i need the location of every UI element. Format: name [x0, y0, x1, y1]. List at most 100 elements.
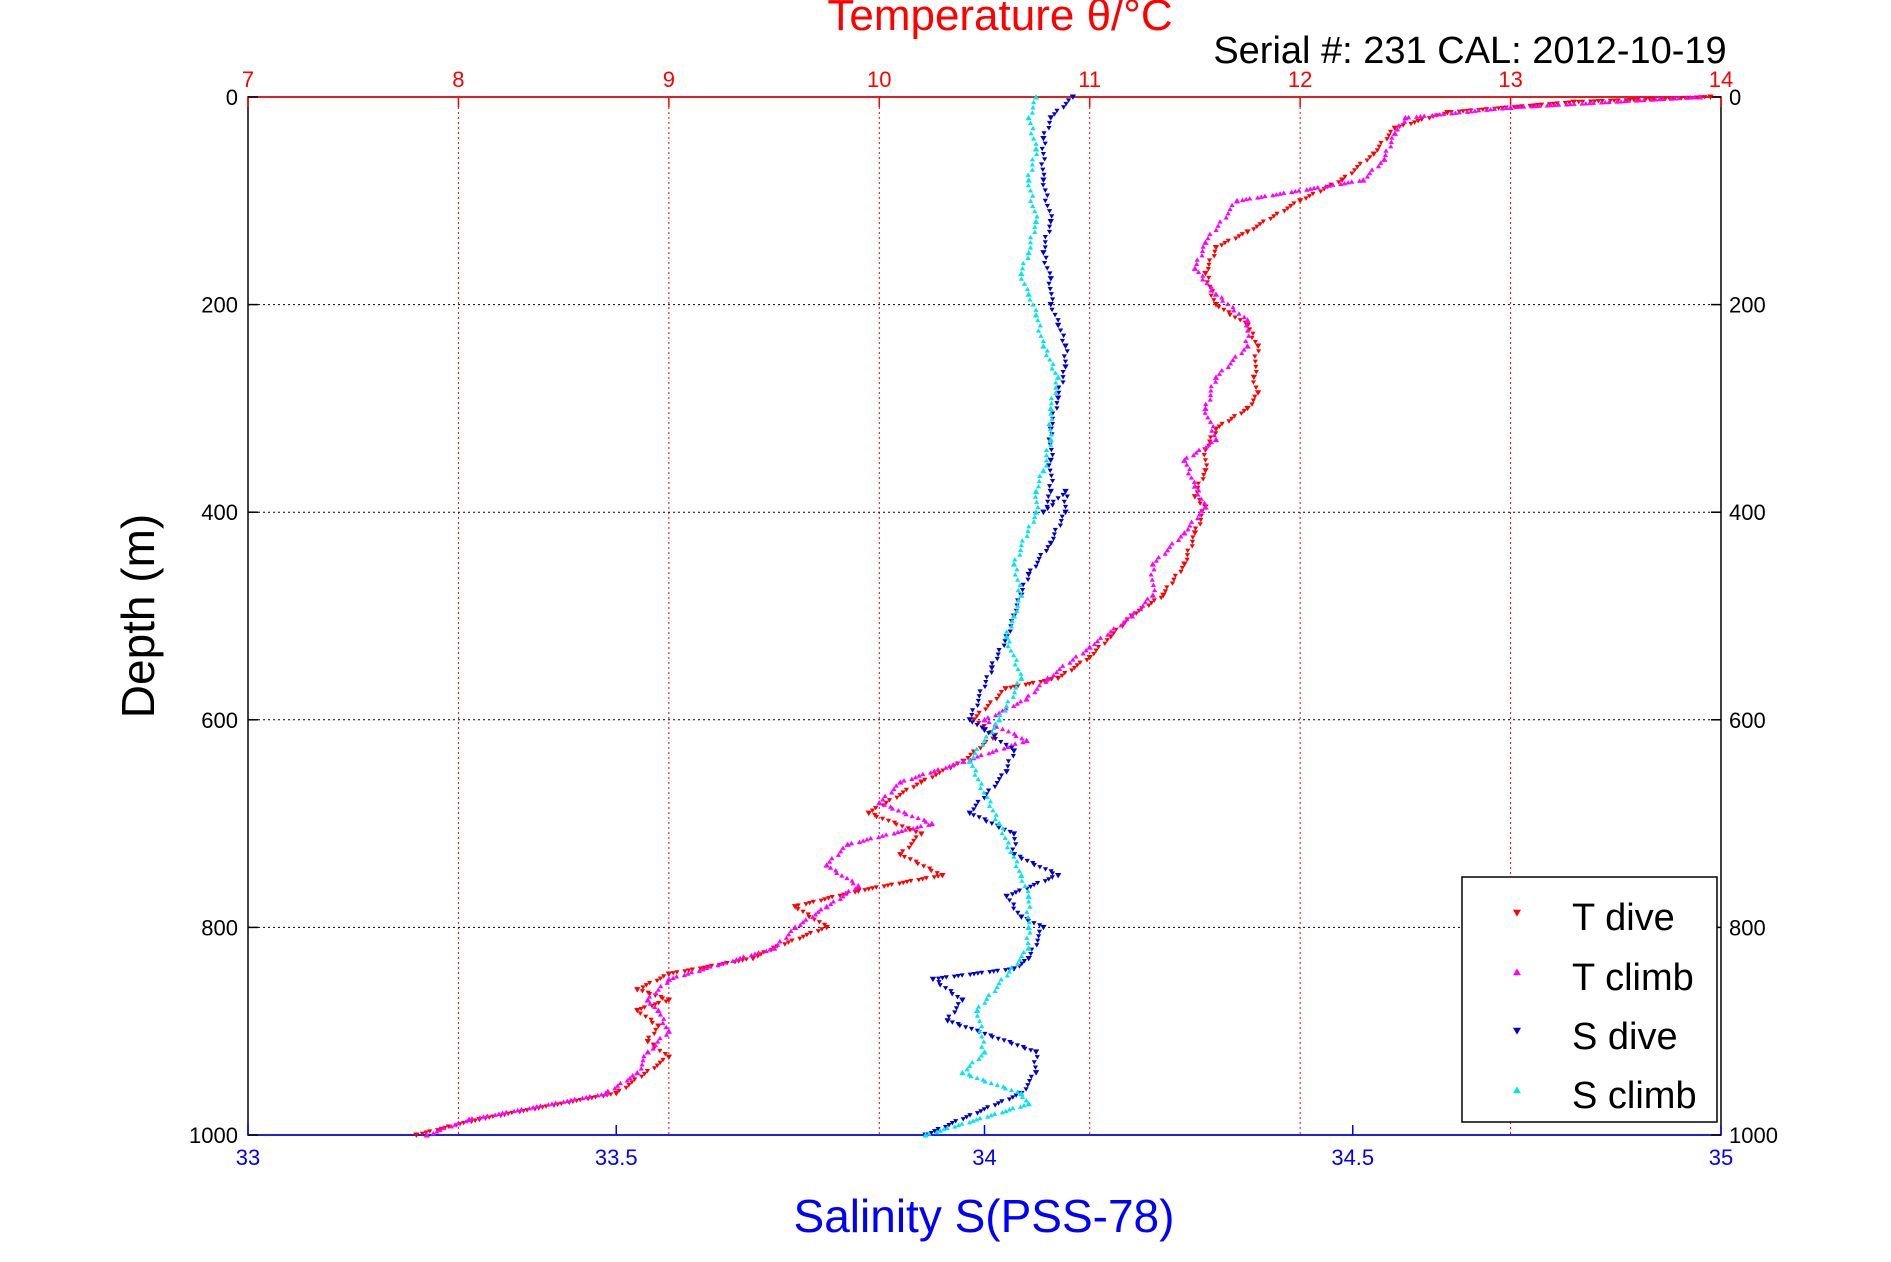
- trail-point-t-dive: [913, 830, 919, 835]
- trail-point-s-dive: [995, 652, 1001, 657]
- trail-point-s-climb: [1000, 825, 1006, 831]
- trail-point-s-dive: [987, 970, 993, 975]
- trail-point-t-dive: [1222, 240, 1228, 246]
- trail-point-s-climb: [1025, 914, 1031, 920]
- data-point-s-climb: [1054, 374, 1062, 380]
- trail-point-s-dive: [928, 1130, 934, 1136]
- trail-point-t-dive: [1178, 569, 1184, 575]
- trail-point-s-dive: [1045, 545, 1051, 550]
- trail-point-t-climb: [653, 990, 659, 996]
- trail-point-s-climb: [977, 1115, 983, 1121]
- trail-point-s-climb: [1027, 188, 1034, 193]
- trail-point-s-climb: [1035, 328, 1042, 333]
- trail-point-t-climb: [1043, 679, 1049, 684]
- trail-point-t-dive: [893, 822, 899, 827]
- data-point-t-dive: [644, 1039, 652, 1045]
- data-point-s-dive: [1047, 540, 1054, 547]
- trail-point-t-dive: [1631, 97, 1637, 103]
- trail-point-t-climb: [1080, 651, 1086, 656]
- trail-point-t-climb: [1656, 96, 1663, 102]
- trail-point-t-climb: [1194, 257, 1200, 262]
- trail-point-s-climb: [1027, 245, 1034, 250]
- trail-point-t-dive: [1254, 224, 1260, 230]
- trail-point-t-climb: [1621, 98, 1628, 104]
- trail-point-t-climb: [430, 1130, 436, 1136]
- trail-point-t-dive: [1268, 216, 1274, 222]
- x-axis-label: Salinity S(PSS-78): [794, 1190, 1175, 1242]
- trail-point-s-climb: [968, 1073, 974, 1079]
- trail-point-t-climb: [630, 1072, 636, 1078]
- trail-point-s-dive: [982, 684, 988, 690]
- trail-point-t-dive: [915, 861, 921, 867]
- trail-point-s-climb: [1025, 182, 1032, 188]
- trail-point-t-dive: [782, 942, 788, 947]
- data-point-s-dive: [1040, 177, 1047, 183]
- trail-point-t-dive: [1225, 238, 1231, 244]
- trail-point-t-dive: [1386, 133, 1392, 138]
- trail-point-t-dive: [1204, 463, 1210, 468]
- trail-point-s-dive: [1057, 328, 1064, 333]
- data-point-t-dive: [1254, 343, 1262, 349]
- trail-point-t-climb: [1060, 663, 1066, 668]
- trail-point-s-dive: [1036, 929, 1043, 935]
- trail-point-t-climb: [1341, 180, 1348, 186]
- trail-point-t-climb: [1653, 97, 1659, 102]
- trail-point-t-dive: [900, 849, 906, 854]
- trail-point-s-climb: [1011, 689, 1018, 695]
- data-point-s-dive: [1018, 914, 1025, 920]
- trail-point-s-climb: [1011, 854, 1017, 859]
- trail-point-t-climb: [1215, 223, 1221, 228]
- trail-point-s-dive: [1031, 921, 1037, 926]
- trail-point-t-dive: [985, 703, 991, 709]
- trail-point-t-climb: [1456, 109, 1462, 115]
- data-point-t-dive: [791, 904, 799, 910]
- trail-point-t-dive: [1250, 380, 1257, 385]
- trail-point-s-climb: [1010, 1105, 1016, 1111]
- trail-point-t-climb: [579, 1095, 586, 1101]
- trail-point-t-climb: [1223, 215, 1229, 220]
- trail-point-t-climb: [1105, 632, 1111, 637]
- right-tick-label: 600: [1729, 708, 1766, 733]
- trail-point-t-climb: [1296, 188, 1302, 193]
- trail-point-t-climb: [1199, 248, 1206, 254]
- trail-point-s-dive: [1014, 1043, 1021, 1048]
- series-s-dive: [922, 94, 1077, 1138]
- trail-point-t-climb: [660, 1020, 666, 1025]
- trail-point-t-climb: [1521, 104, 1527, 109]
- trail-point-t-climb: [891, 831, 897, 836]
- trail-point-s-dive: [1008, 1041, 1015, 1047]
- trail-point-s-climb: [1043, 352, 1050, 358]
- trail-point-t-dive: [965, 755, 971, 761]
- trail-point-s-climb: [1030, 203, 1036, 209]
- trail-point-t-dive: [644, 1069, 651, 1074]
- trail-point-t-dive: [795, 907, 801, 912]
- trail-point-t-climb: [916, 773, 922, 778]
- trail-point-t-dive: [901, 854, 908, 860]
- trail-point-t-climb: [1587, 100, 1593, 106]
- trail-point-t-climb: [1375, 163, 1382, 169]
- trail-point-s-climb: [1003, 1108, 1009, 1114]
- trail-point-s-climb: [986, 992, 992, 997]
- trail-point-t-dive: [1226, 419, 1232, 424]
- trail-point-t-dive: [1185, 548, 1191, 554]
- trail-point-s-dive: [973, 803, 979, 809]
- trail-point-t-dive: [1077, 660, 1083, 666]
- trail-point-t-dive: [1201, 472, 1207, 478]
- trail-point-t-dive: [819, 927, 825, 932]
- trail-point-s-dive: [1026, 1078, 1033, 1084]
- trail-point-s-climb: [1049, 416, 1055, 421]
- trail-point-s-dive: [982, 1031, 988, 1037]
- trail-point-t-climb: [1000, 726, 1006, 732]
- trail-point-t-dive: [1576, 99, 1582, 105]
- trail-point-s-climb: [1032, 494, 1039, 499]
- trail-point-t-climb: [1200, 273, 1206, 278]
- data-point-t-climb: [981, 716, 988, 723]
- trail-point-s-climb: [1048, 432, 1054, 437]
- trail-point-s-climb: [1018, 276, 1024, 281]
- trail-point-t-climb: [1225, 210, 1231, 216]
- trail-point-t-dive: [1212, 249, 1218, 255]
- trail-point-s-climb: [1031, 519, 1037, 524]
- trail-point-t-climb: [1311, 185, 1317, 191]
- trail-point-s-dive: [1049, 453, 1056, 458]
